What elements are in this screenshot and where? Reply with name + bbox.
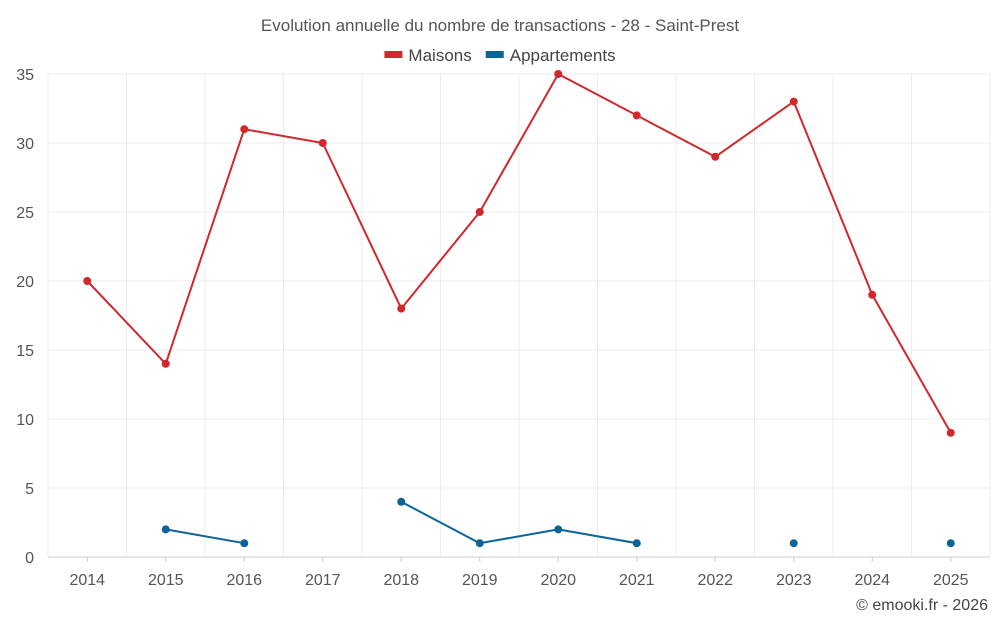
y-tick-label: 35 <box>16 67 34 84</box>
maisons-line-segment <box>478 73 560 213</box>
legend: Maisons Appartements <box>384 46 616 65</box>
x-tick-label: 2015 <box>148 572 184 589</box>
y-tick-label: 15 <box>16 343 34 360</box>
y-tick-label: 30 <box>16 136 34 153</box>
maisons-line-segment <box>321 142 403 310</box>
appartements-line-segment <box>164 528 246 545</box>
appartements-point <box>161 525 170 534</box>
x-tick-label: 2018 <box>383 572 419 589</box>
appartements-point <box>475 539 484 548</box>
maisons-point <box>711 152 720 161</box>
x-tick-label: 2020 <box>540 572 576 589</box>
maisons-point <box>789 97 798 106</box>
maisons-line-segment <box>635 114 717 158</box>
series-maisons <box>83 70 955 437</box>
maisons-point <box>318 139 327 147</box>
y-tick-label: 20 <box>16 274 34 291</box>
maisons-line-segment <box>792 100 874 296</box>
maisons-point <box>475 208 484 216</box>
maisons-line-segment <box>871 293 952 434</box>
maisons-point <box>632 111 641 120</box>
y-tick-label: 25 <box>16 205 34 222</box>
x-tick-label: 2022 <box>697 572 733 589</box>
x-tick-label: 2023 <box>776 572 812 589</box>
maisons-point <box>397 304 406 313</box>
maisons-line-segment <box>164 128 246 365</box>
maisons-point <box>554 70 563 78</box>
appartements-line-segment <box>557 528 638 545</box>
legend-label-appartements: Appartements <box>510 46 616 65</box>
legend-swatch-maisons <box>384 51 403 58</box>
gridlines <box>47 73 991 557</box>
y-tick-label: 0 <box>25 550 34 567</box>
maisons-point <box>946 428 955 437</box>
x-tick-label: 2019 <box>462 572 498 589</box>
maisons-line-segment <box>714 100 795 158</box>
chart-title: Evolution annuelle du nombre de transact… <box>261 16 739 35</box>
maisons-line-segment <box>557 73 638 117</box>
y-tick-label: 10 <box>16 412 34 429</box>
x-tick-label: 2021 <box>619 572 655 589</box>
x-tick-label: 2016 <box>226 572 262 589</box>
y-tick-label: 5 <box>25 481 34 498</box>
appartements-line-segment <box>400 500 481 545</box>
x-tick-label: 2024 <box>854 572 890 589</box>
legend-label-maisons: Maisons <box>408 46 471 65</box>
appartements-point <box>240 539 249 548</box>
series-layer <box>83 70 955 548</box>
maisons-point <box>240 125 249 134</box>
legend-swatch-appartements <box>485 51 504 58</box>
x-tick-label: 2014 <box>69 572 105 589</box>
maisons-line-segment <box>400 211 481 310</box>
credit-text: © emooki.fr - 2026 <box>856 597 988 614</box>
maisons-point <box>83 277 92 285</box>
appartements-point <box>789 539 798 548</box>
appartements-line-segment <box>478 528 560 545</box>
series-appartements <box>161 497 955 548</box>
maisons-line-segment <box>243 128 324 144</box>
appartements-point <box>632 539 641 548</box>
appartements-point <box>554 525 563 534</box>
x-tick-label: 2025 <box>933 572 969 589</box>
x-tick-label: 2017 <box>305 572 341 589</box>
maisons-line-segment <box>86 280 167 365</box>
appartements-point <box>397 497 406 506</box>
appartements-point <box>946 539 955 548</box>
maisons-point <box>868 290 877 299</box>
maisons-point <box>161 359 170 368</box>
